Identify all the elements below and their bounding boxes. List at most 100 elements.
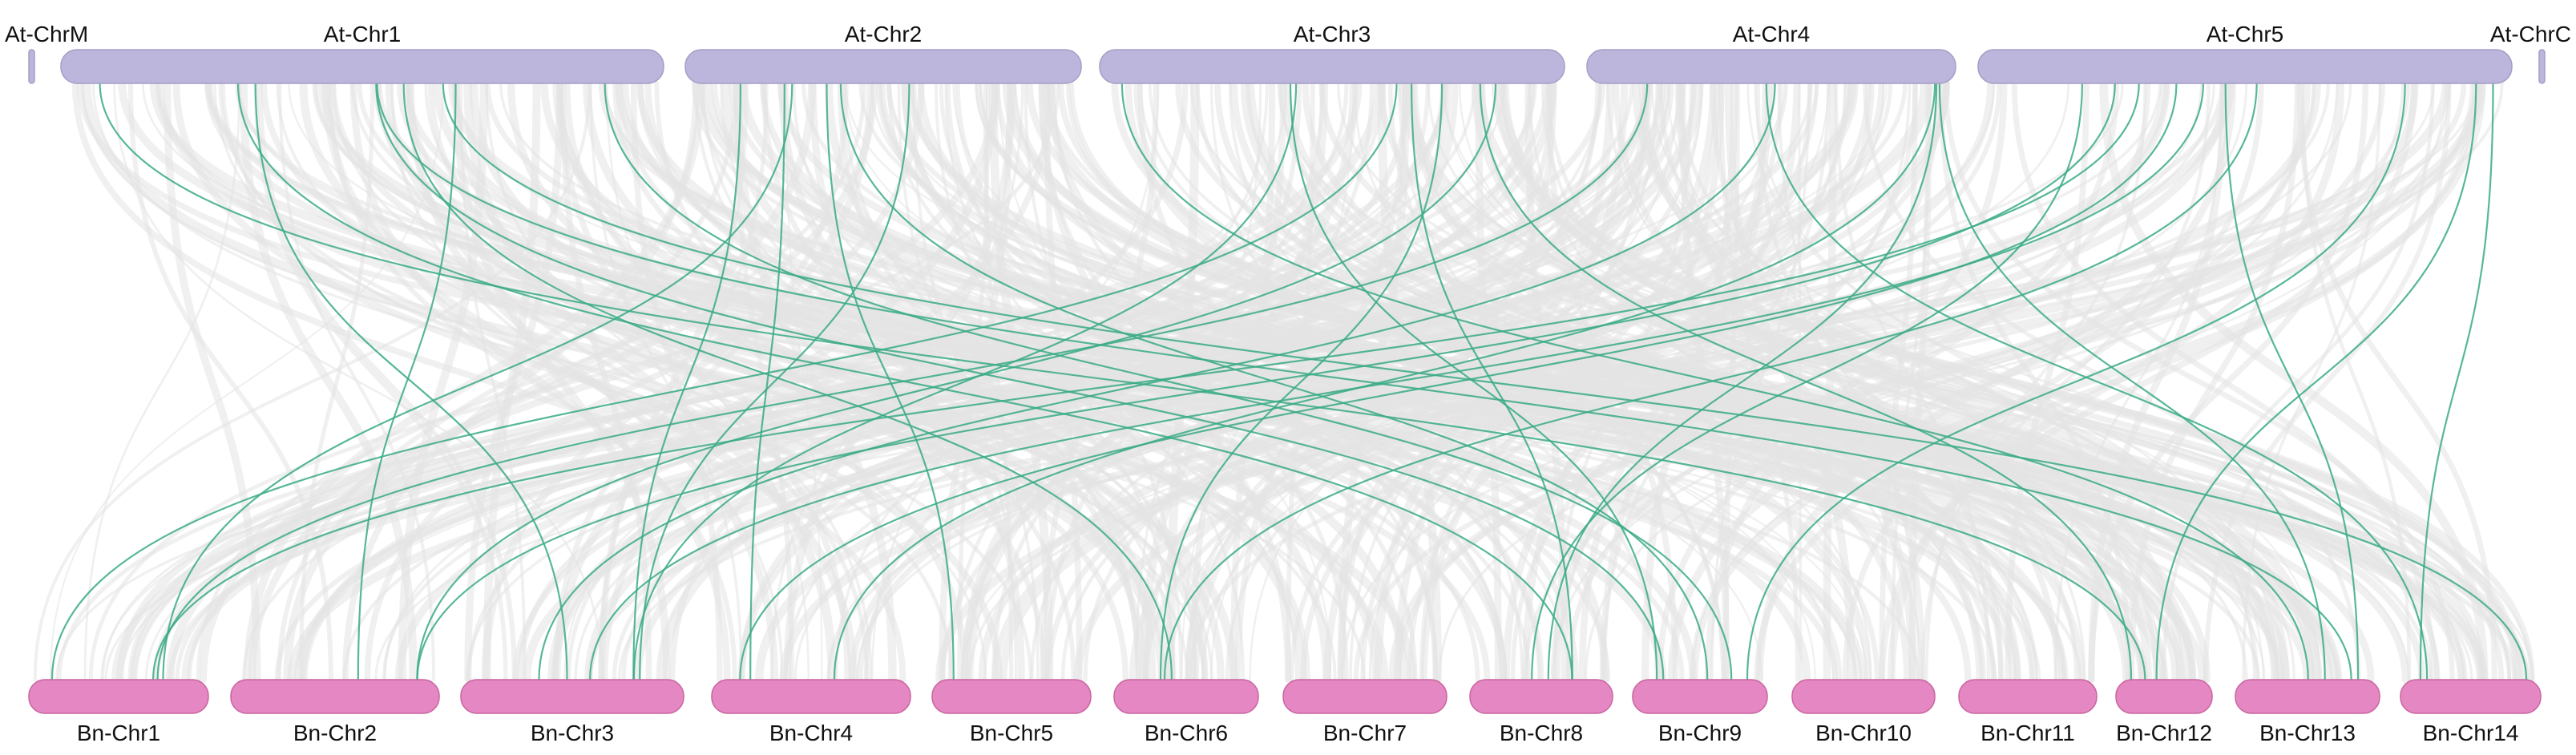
background-link [711, 80, 2145, 683]
background-link [604, 82, 2534, 681]
background-link [283, 79, 817, 684]
background-link [116, 79, 1363, 684]
background-link [1337, 79, 1410, 684]
bottom-chromosome-bar [711, 679, 911, 714]
bottom-chromosome-bar [2400, 679, 2542, 714]
top-chromosome-bar [1977, 49, 2513, 84]
top-chromosome-label: At-ChrM [5, 22, 88, 46]
highlighted-link [376, 82, 2352, 681]
background-link [2005, 80, 2089, 683]
top-chromosome-bar [1099, 49, 1565, 84]
bottom-chromosome-label: Bn-Chr8 [1500, 721, 1583, 745]
top-chromosome-label: At-Chr1 [324, 22, 401, 46]
bottom-chromosome-bar [931, 679, 1092, 714]
background-link [1842, 80, 2264, 683]
highlighted-link [1531, 82, 2083, 681]
bottom-chromosome-bar [460, 679, 684, 714]
background-link [1724, 79, 1855, 684]
background-link [1201, 82, 1885, 681]
background-link [101, 82, 1506, 681]
highlighted-link [1159, 82, 1443, 681]
highlighted-link [589, 82, 2204, 681]
bottom-chromosome-bar [1632, 679, 1768, 714]
highlighted-link [538, 82, 1776, 681]
background-link [1943, 80, 2455, 683]
background-link [1691, 82, 2447, 681]
background-link [196, 81, 866, 682]
background-links [33, 79, 2535, 684]
bottom-chromosome-label: Bn-Chr12 [2116, 721, 2212, 745]
background-link [130, 80, 1606, 683]
bottom-chromosome-bar [2235, 679, 2380, 714]
top-chromosome-bar [28, 49, 35, 84]
background-link [1863, 81, 2361, 682]
background-link [448, 79, 2488, 684]
bottom-chromosome-bar [2115, 679, 2213, 714]
bottom-chromosome-label: Bn-Chr3 [531, 721, 614, 745]
highlighted-link [1547, 82, 1938, 681]
highlighted-link [839, 82, 1709, 681]
background-link [1403, 80, 2505, 683]
bottom-chromosome-bar [1791, 679, 1936, 714]
top-chromosome-bar [684, 49, 1082, 84]
highlighted-link [632, 82, 741, 681]
highlighted-link [2419, 82, 2494, 681]
bottom-chromosome-bar [1469, 679, 1613, 714]
background-link [2011, 80, 2437, 683]
background-link [1667, 79, 2311, 684]
background-link [824, 79, 1331, 684]
background-link [1388, 79, 2419, 684]
background-link [559, 80, 652, 683]
bottom-chromosome-bar [230, 679, 440, 714]
background-link [463, 79, 837, 684]
background-link [2242, 82, 2382, 681]
bottom-chromosome-label: Bn-Chr11 [1980, 721, 2075, 745]
highlighted-link [639, 82, 910, 681]
background-link [2300, 81, 2412, 682]
top-chromosome-label: At-Chr5 [2207, 22, 2283, 46]
highlighted-link [2155, 82, 2477, 681]
background-link [299, 81, 375, 682]
background-link [734, 80, 794, 683]
highlighted-link [1765, 82, 2429, 681]
background-link [1823, 79, 1837, 684]
highlighted-link [604, 82, 1733, 681]
chromosome-tracks [28, 49, 2546, 714]
background-link [350, 81, 1858, 682]
background-link [1755, 81, 1926, 682]
background-link [1046, 81, 2432, 682]
background-link [390, 82, 784, 681]
top-chromosome-label: At-ChrC [2490, 22, 2571, 46]
bottom-chromosome-label: Bn-Chr7 [1323, 721, 1407, 745]
highlighted-link [739, 82, 2178, 681]
highlighted-link [749, 82, 785, 681]
highlighted-link [1289, 82, 1658, 681]
bottom-chromosome-label: Bn-Chr2 [293, 721, 377, 745]
highlighted-links [50, 82, 2528, 681]
highlighted-link [402, 82, 1173, 681]
highlighted-link [632, 82, 1298, 681]
bottom-chromosome-bar [28, 679, 209, 714]
top-chromosome-bar [2538, 49, 2546, 84]
background-link [1528, 82, 1924, 681]
highlighted-link [1163, 82, 2258, 681]
background-link [721, 79, 1408, 684]
bottom-chromosome-label: Bn-Chr6 [1145, 721, 1228, 745]
background-link [1186, 81, 2411, 682]
background-link [574, 82, 1696, 681]
top-chromosome-bar [60, 49, 664, 84]
bottom-chromosome-label: Bn-Chr9 [1658, 721, 1742, 745]
background-link [512, 80, 1674, 683]
background-link [83, 82, 240, 681]
bottom-chromosome-label: Bn-Chr1 [77, 721, 160, 745]
background-link [1938, 80, 2132, 683]
highlighted-link [416, 82, 2116, 681]
bottom-chromosome-label: Bn-Chr4 [769, 721, 853, 745]
top-chromosome-label: At-Chr3 [1294, 22, 1371, 46]
background-link [1235, 80, 1408, 683]
highlighted-link [254, 82, 568, 681]
highlighted-link [2224, 82, 2360, 681]
background-link [1458, 82, 2164, 681]
highlighted-link [375, 82, 1665, 681]
